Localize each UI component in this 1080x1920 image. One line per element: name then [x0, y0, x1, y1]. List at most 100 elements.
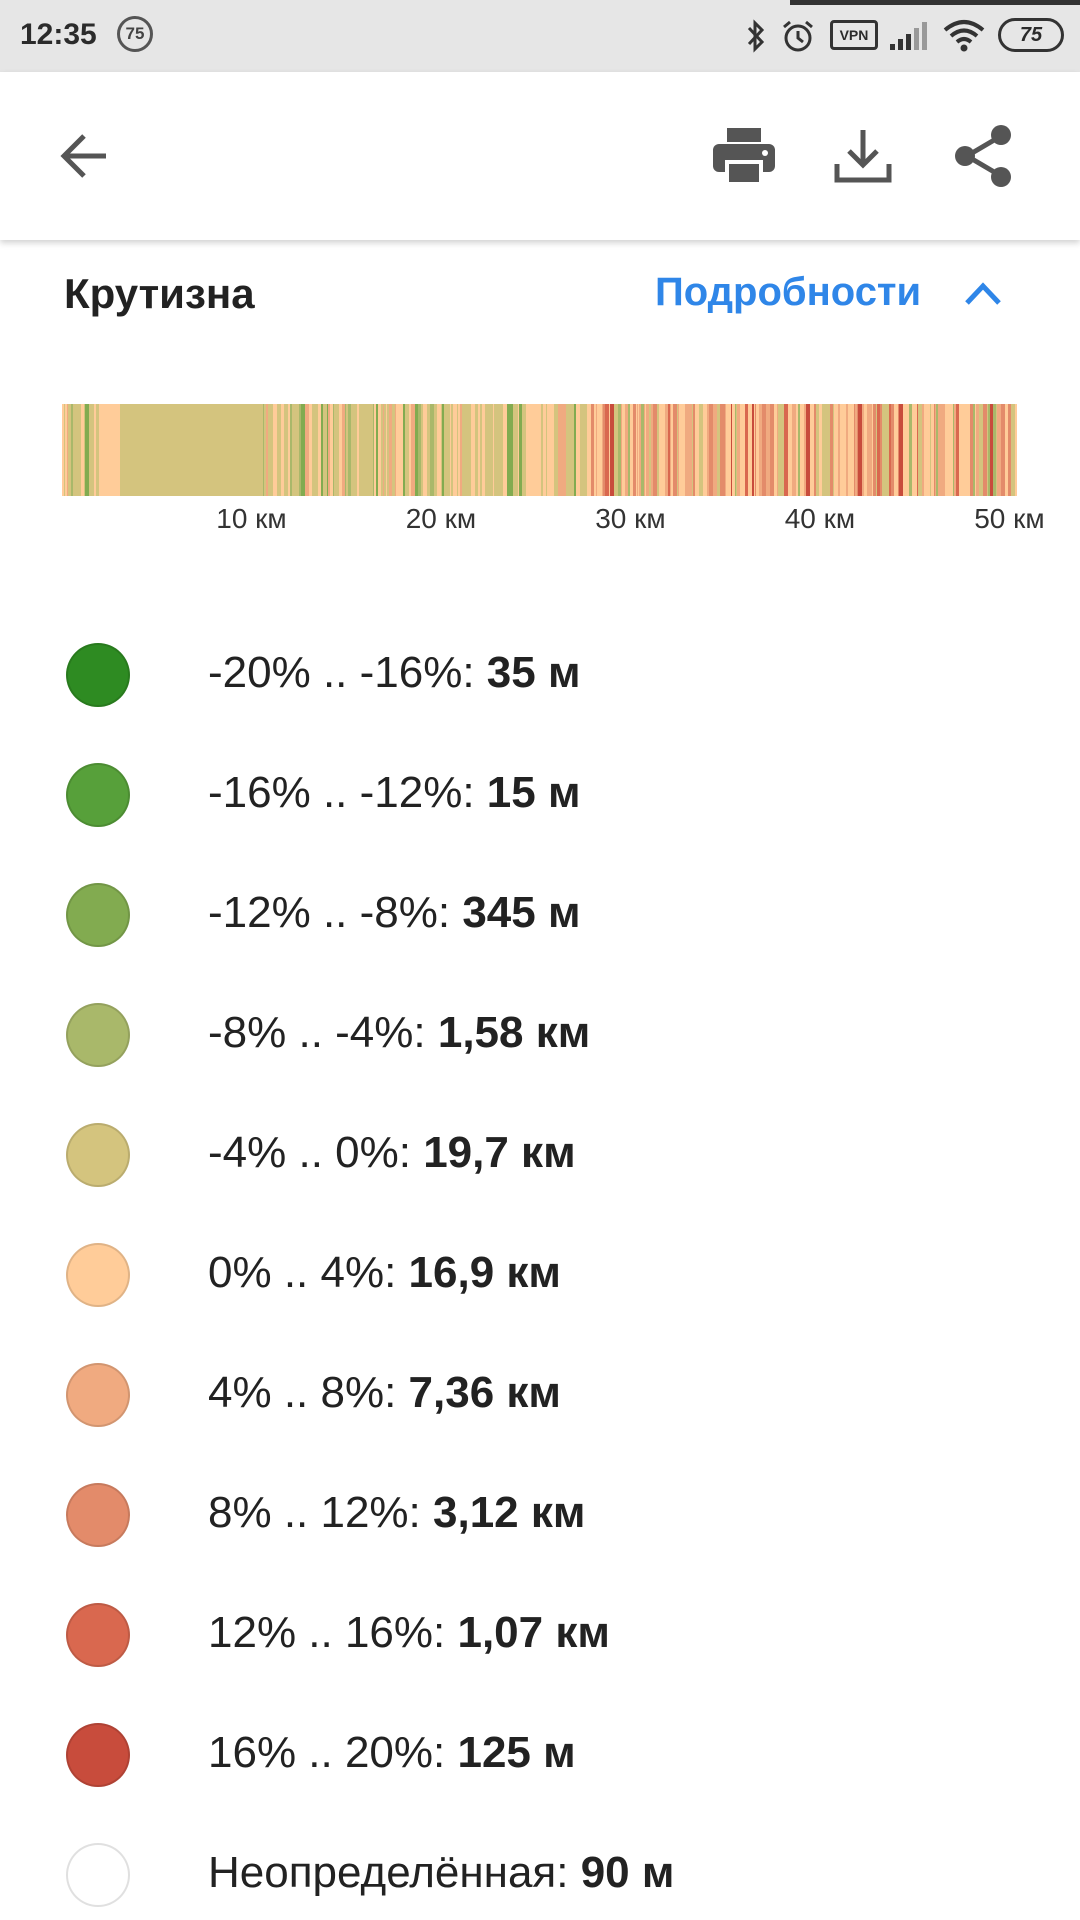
steepness-stripe [462, 404, 465, 496]
steepness-stripe [345, 404, 346, 496]
steepness-stripe [263, 404, 264, 496]
steepness-stripe [1007, 404, 1008, 496]
steepness-stripe [501, 404, 503, 496]
steepness-stripe [732, 404, 735, 496]
steepness-stripe [334, 404, 338, 496]
steepness-stripe [405, 404, 409, 496]
steepness-stripe [381, 404, 383, 496]
steepness-stripe [983, 404, 987, 496]
steepness-stripe [917, 404, 918, 496]
steepness-stripe [323, 404, 324, 496]
axis-tick-label: 30 км [595, 503, 666, 534]
steepness-stripe [267, 404, 268, 496]
axis-tick-label: 20 км [405, 503, 477, 534]
steepness-stripe [987, 404, 988, 496]
steepness-stripe [670, 404, 671, 496]
legend-range: 8% .. 12%: [208, 1488, 434, 1537]
steepness-stripe [268, 404, 270, 496]
steepness-stripe [351, 404, 355, 496]
steepness-stripe [411, 404, 415, 496]
steepness-stripe [339, 404, 342, 496]
steepness-stripe [430, 404, 434, 496]
steepness-stripe [648, 404, 649, 496]
steepness-stripe [610, 404, 614, 496]
back-button[interactable] [48, 120, 120, 192]
steepness-stripe [409, 404, 411, 496]
steepness-stripe [90, 404, 94, 496]
print-button[interactable] [708, 120, 780, 192]
details-link[interactable]: Подробности [655, 270, 922, 314]
steepness-stripe [399, 404, 403, 496]
steepness-stripe [630, 404, 633, 496]
steepness-stripe [543, 404, 546, 496]
steepness-stripe [309, 404, 312, 496]
steepness-stripe [557, 404, 558, 496]
legend-range: -12% .. -8%: [208, 888, 463, 937]
steepness-stripe [511, 404, 513, 496]
steepness-stripe [599, 404, 602, 496]
legend-color-dot [66, 1003, 130, 1067]
legend-item: Неопределённая: 90 м [0, 1830, 1080, 1920]
steepness-stripe [292, 404, 294, 496]
steepness-stripe [1008, 404, 1011, 496]
steepness-stripe [639, 404, 641, 496]
steepness-stripe [534, 404, 536, 496]
steepness-stripe [699, 404, 703, 496]
download-button[interactable] [827, 120, 899, 192]
steepness-stripe [560, 404, 564, 496]
steepness-stripe [469, 404, 471, 496]
steepness-stripe [867, 404, 871, 496]
steepness-stripe [541, 404, 543, 496]
legend-item: 0% .. 4%: 16,9 км [0, 1230, 1080, 1320]
steepness-stripe [361, 404, 365, 496]
steepness-stripe [744, 404, 745, 496]
steepness-stripe [585, 404, 587, 496]
steepness-stripe [993, 404, 996, 496]
download-icon [834, 130, 892, 183]
steepness-stripe [480, 404, 482, 496]
legend-label: 8% .. 12%: 3,12 км [208, 1488, 585, 1538]
steepness-stripe [378, 404, 381, 496]
steepness-stripe [312, 404, 315, 496]
steepness-stripe [909, 404, 912, 496]
steepness-stripe [73, 404, 76, 496]
steepness-stripe [437, 404, 441, 496]
legend-distance: 125 м [457, 1728, 576, 1777]
steepness-stripe [822, 404, 826, 496]
steepness-stripe [997, 404, 998, 496]
legend-item: 12% .. 16%: 1,07 км [0, 1590, 1080, 1680]
steepness-stripe [564, 404, 566, 496]
steepness-stripe [471, 404, 475, 496]
steepness-stripe [434, 404, 437, 496]
steepness-stripe [366, 404, 369, 496]
steepness-stripe [596, 404, 597, 496]
alarm-icon [780, 18, 816, 54]
steepness-stripe [996, 404, 997, 496]
steepness-stripe [735, 404, 736, 496]
steepness-stripe [288, 404, 290, 496]
vpn-icon: VPN [830, 20, 878, 50]
legend-distance: 19,7 км [423, 1128, 576, 1177]
steepness-stripe [736, 404, 737, 496]
steepness-stripe [638, 404, 639, 496]
collapse-button[interactable] [955, 268, 1011, 318]
steepness-stripe [418, 404, 421, 496]
steepness-stripe [321, 404, 323, 496]
steepness-stripe [979, 404, 983, 496]
steepness-stripe [360, 404, 361, 496]
bluetooth-icon [744, 18, 768, 54]
steepness-stripe [284, 404, 288, 496]
legend-label: -16% .. -12%: 15 м [208, 768, 581, 818]
legend-range: 16% .. 20%: [208, 1728, 458, 1777]
steepness-bar [62, 404, 1017, 496]
steepness-stripe [294, 404, 296, 496]
steepness-stripe [513, 404, 517, 496]
legend-distance: 35 м [486, 648, 581, 697]
steepness-stripe [814, 404, 816, 496]
steepness-stripe [315, 404, 317, 496]
legend-color-dot [66, 1363, 130, 1427]
steepness-stripe [713, 404, 717, 496]
steepness-stripe [752, 404, 754, 496]
steepness-stripe [848, 404, 850, 496]
share-button[interactable] [948, 120, 1020, 192]
